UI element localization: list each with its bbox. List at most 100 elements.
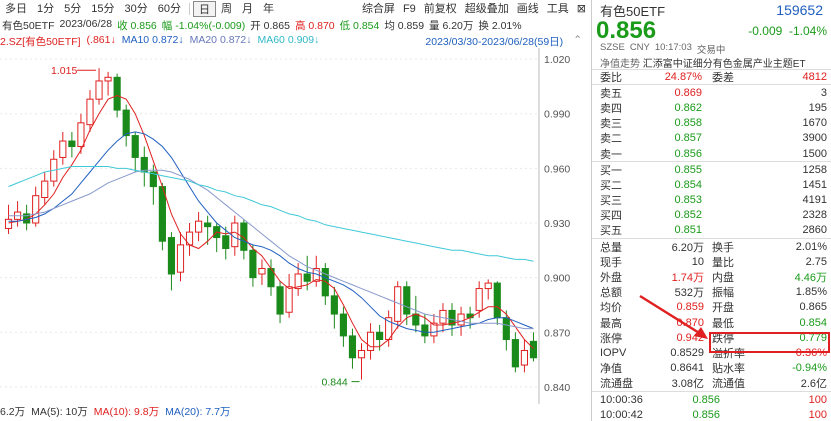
candle-body	[204, 222, 212, 228]
order-volume: 2860	[802, 224, 827, 237]
period-tab[interactable]: 30分	[124, 3, 148, 15]
period-tab[interactable]: 15分	[91, 3, 115, 15]
period-tab[interactable]: 5分	[64, 3, 82, 15]
candle-body	[59, 140, 67, 158]
candle[interactable]	[339, 306, 347, 347]
panel-trend-link[interactable]: 净值走势	[600, 59, 640, 70]
candle-body	[448, 309, 456, 326]
candle-body	[294, 273, 302, 290]
candle[interactable]	[394, 281, 402, 329]
candle[interactable]	[86, 90, 94, 132]
period-tab[interactable]: 周	[221, 3, 232, 15]
period-tab[interactable]: 月	[242, 3, 253, 15]
low-value-label: 0.844	[322, 377, 348, 389]
order-row[interactable]: 卖一 0.856 1500	[592, 146, 831, 161]
candlestick-chart[interactable]: 1.020 0.990 0.960 0.930 0.900 0.870 0.840 1.015…	[0, 48, 590, 404]
order-row[interactable]: 卖五 0.869 3	[592, 85, 831, 100]
period-tab[interactable]: 日	[193, 1, 216, 17]
order-row[interactable]: 卖四 0.862 195	[592, 100, 831, 115]
toolbar-button[interactable]: F9	[402, 3, 416, 15]
premium-rate-highlight	[709, 332, 830, 353]
order-volume: 195	[808, 101, 827, 114]
order-row[interactable]: 买四 0.852 2328	[592, 208, 831, 223]
candle[interactable]	[204, 215, 212, 245]
candle-body	[167, 237, 176, 275]
weicha-label: 委差	[712, 72, 734, 85]
vol-label: 6.2万	[0, 405, 26, 418]
candle[interactable]	[366, 323, 375, 360]
candle[interactable]	[104, 71, 112, 96]
stat-label: IOPV	[600, 346, 627, 359]
panel-meta: SZSE CNY 10:17:03 交易中	[592, 42, 831, 56]
info-date: 2023/06/28	[59, 18, 113, 30]
candle[interactable]	[249, 244, 257, 287]
candle[interactable]	[68, 131, 76, 158]
candle-body	[339, 313, 347, 337]
toolbar-button[interactable]: 超级叠加	[464, 3, 509, 15]
candle[interactable]	[41, 172, 49, 205]
stat-label: 外盘	[600, 272, 622, 285]
candle-body	[4, 218, 13, 229]
stat-value: 4.46万	[794, 272, 827, 285]
stat-value: 0.859	[676, 301, 704, 314]
candle-body	[457, 313, 465, 326]
period-tab[interactable]: 1分	[37, 3, 55, 15]
stat-value: 0.8641	[670, 362, 704, 375]
candle[interactable]	[140, 146, 148, 187]
candle[interactable]	[330, 286, 338, 329]
candle[interactable]	[185, 223, 194, 256]
candle[interactable]	[421, 314, 429, 344]
candle[interactable]	[276, 281, 284, 324]
toolbar-button[interactable]: 综合屏	[361, 3, 395, 15]
period-tab[interactable]: 年	[263, 3, 274, 15]
quote-stats: 总量 6.20万 换手 2.01% 现手 10 量比 2.75 外盘 1.74万 内盘 4.46万 总额…	[592, 239, 831, 392]
candle[interactable]	[167, 232, 176, 291]
order-row[interactable]: 买一 0.855 1258	[592, 162, 831, 177]
y-tick-label: 0.930	[544, 218, 570, 230]
candle[interactable]	[149, 164, 157, 205]
candle[interactable]	[520, 339, 529, 373]
order-row[interactable]: 买三 0.853 4191	[592, 193, 831, 208]
period-tab[interactable]: 多日	[5, 3, 27, 15]
order-row[interactable]: 卖三 0.858 1670	[592, 116, 831, 131]
panel-code: 159652	[776, 2, 823, 18]
order-label: 卖一	[600, 148, 622, 161]
order-label: 买一	[600, 164, 622, 177]
candle[interactable]	[122, 104, 130, 147]
candle[interactable]	[95, 68, 103, 105]
candle[interactable]	[285, 273, 293, 318]
candle[interactable]	[50, 150, 58, 187]
order-row[interactable]: 卖二 0.857 3900	[592, 131, 831, 146]
candle[interactable]	[131, 131, 139, 173]
candle[interactable]	[176, 232, 185, 282]
candle[interactable]	[321, 263, 329, 305]
toolbar-button[interactable]: 画线	[516, 3, 539, 15]
panel-header: 有色50ETF 159652	[592, 0, 831, 20]
candle[interactable]	[430, 314, 438, 344]
candle[interactable]	[222, 226, 230, 260]
candle[interactable]	[475, 281, 483, 318]
candle[interactable]	[484, 279, 492, 300]
candle[interactable]	[4, 204, 13, 234]
close-icon[interactable]: ⊠	[576, 3, 586, 15]
candle[interactable]	[529, 332, 538, 362]
order-row[interactable]: 买五 0.851 2860	[592, 223, 831, 238]
candle[interactable]	[240, 219, 248, 260]
order-price: 0.862	[674, 101, 702, 114]
toolbar-button[interactable]: 工具	[546, 3, 569, 15]
toolbar-button[interactable]: 前复权	[423, 3, 457, 15]
candle[interactable]	[59, 131, 67, 165]
collapse-icon[interactable]: ⌃	[573, 34, 582, 46]
candle[interactable]	[348, 328, 357, 369]
period-tab[interactable]: 60分	[157, 3, 181, 15]
order-row[interactable]: 买二 0.854 1451	[592, 177, 831, 192]
candle[interactable]	[77, 113, 85, 154]
candle[interactable]	[258, 259, 266, 285]
candle[interactable]	[32, 186, 40, 227]
candle[interactable]	[357, 343, 366, 380]
stat-value: 532万	[674, 287, 704, 300]
volume-legend-bar: 6.2万 MA(5): 10万 MA(10): 9.8万 MA(20): 7.7…	[0, 403, 590, 419]
candle[interactable]	[213, 223, 221, 253]
candle[interactable]	[511, 332, 519, 373]
candle[interactable]	[195, 212, 203, 242]
